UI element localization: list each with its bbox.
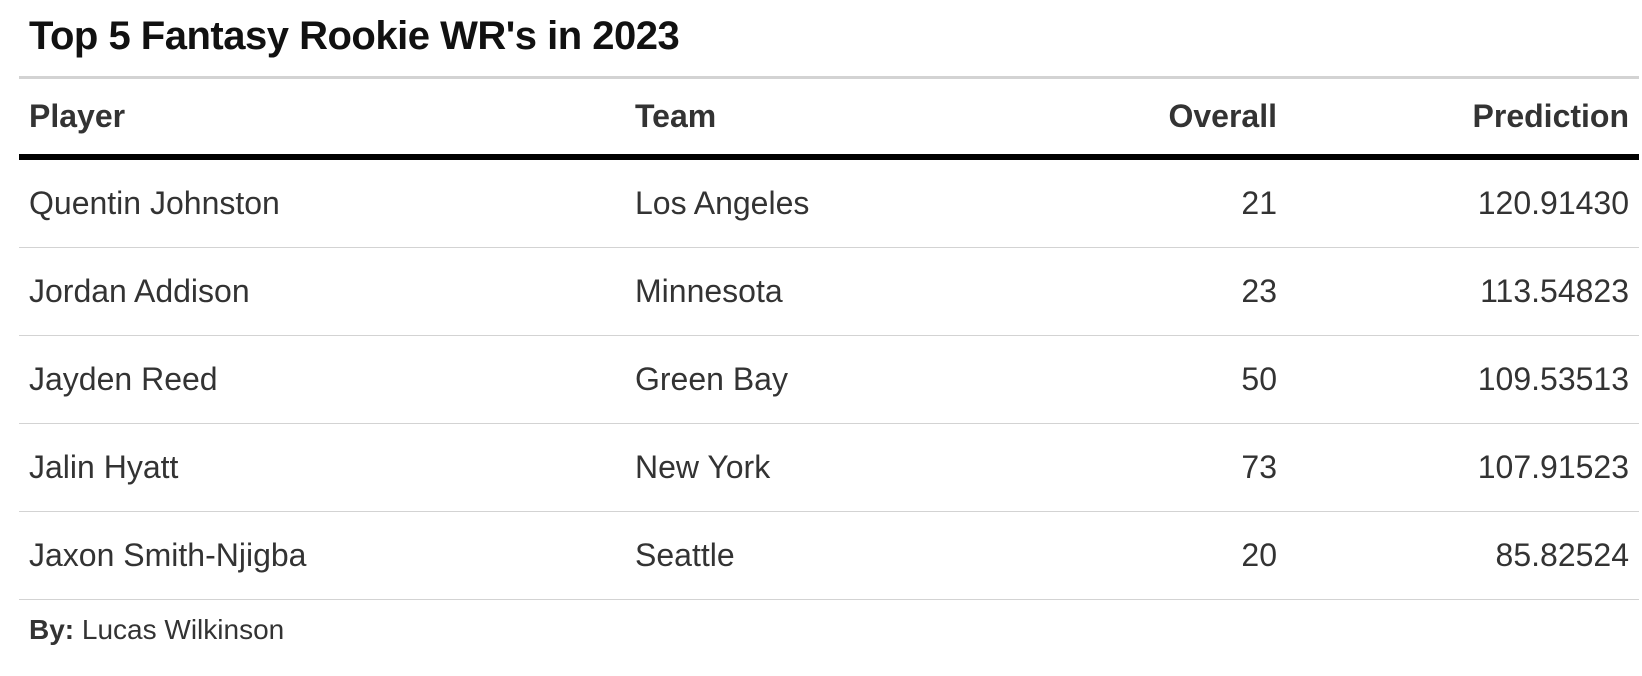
source-note: By: Lucas Wilkinson xyxy=(19,614,1639,646)
header-row: Player Team Overall Prediction xyxy=(19,77,1639,160)
table-row: Jordan Addison Minnesota 23 113.54823 xyxy=(19,247,1639,336)
source-label: By: xyxy=(29,614,75,645)
prediction-cell: 107.91523 xyxy=(1287,423,1639,512)
table-title: Top 5 Fantasy Rookie WR's in 2023 xyxy=(29,14,680,58)
overall-cell: 21 xyxy=(1047,157,1287,248)
prediction-cell: 120.91430 xyxy=(1287,157,1639,248)
column-header-overall: Overall xyxy=(1047,77,1287,160)
table-container: Top 5 Fantasy Rookie WR's in 2023 Player… xyxy=(19,0,1639,646)
table-row: Jaxon Smith-Njigba Seattle 20 85.82524 xyxy=(19,511,1639,600)
table-row: Quentin Johnston Los Angeles 21 120.9143… xyxy=(19,157,1639,248)
overall-cell: 73 xyxy=(1047,423,1287,512)
player-cell: Quentin Johnston xyxy=(19,157,625,248)
source-author: Lucas Wilkinson xyxy=(81,614,285,645)
prediction-cell: 85.82524 xyxy=(1287,511,1639,600)
overall-cell: 23 xyxy=(1047,247,1287,336)
team-cell: Los Angeles xyxy=(625,157,1047,248)
team-cell: Green Bay xyxy=(625,335,1047,424)
column-header-player: Player xyxy=(19,77,625,160)
rookie-wr-table: Player Team Overall Prediction Quentin J… xyxy=(19,76,1639,600)
table-row: Jalin Hyatt New York 73 107.91523 xyxy=(19,423,1639,512)
team-cell: New York xyxy=(625,423,1047,512)
column-header-team: Team xyxy=(625,77,1047,160)
overall-cell: 50 xyxy=(1047,335,1287,424)
player-cell: Jayden Reed xyxy=(19,335,625,424)
overall-cell: 20 xyxy=(1047,511,1287,600)
player-cell: Jaxon Smith-Njigba xyxy=(19,511,625,600)
team-cell: Minnesota xyxy=(625,247,1047,336)
player-cell: Jordan Addison xyxy=(19,247,625,336)
prediction-cell: 109.53513 xyxy=(1287,335,1639,424)
team-cell: Seattle xyxy=(625,511,1047,600)
prediction-cell: 113.54823 xyxy=(1287,247,1639,336)
column-header-prediction: Prediction xyxy=(1287,77,1639,160)
table-row: Jayden Reed Green Bay 50 109.53513 xyxy=(19,335,1639,424)
player-cell: Jalin Hyatt xyxy=(19,423,625,512)
